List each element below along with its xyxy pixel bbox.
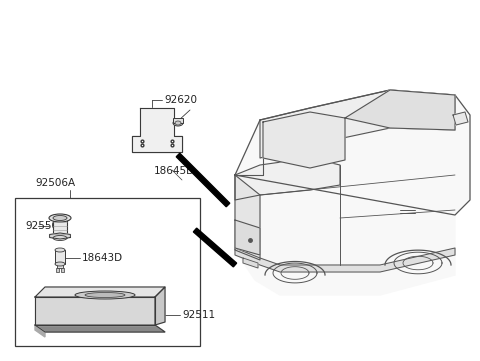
Polygon shape [35,325,165,332]
Polygon shape [263,112,345,168]
Polygon shape [260,90,455,158]
Polygon shape [176,153,230,207]
Bar [15,198,200,346]
Text: 92550: 92550 [25,221,58,231]
Polygon shape [243,258,258,268]
Polygon shape [235,175,260,260]
Polygon shape [453,112,468,125]
Polygon shape [132,108,182,152]
Bar [53,218,67,238]
Ellipse shape [53,216,67,221]
Ellipse shape [173,120,183,126]
Polygon shape [35,297,155,325]
Ellipse shape [75,291,135,299]
Polygon shape [155,287,165,325]
Polygon shape [49,233,71,239]
Bar [61,268,64,272]
Ellipse shape [53,235,67,240]
Bar [55,250,65,264]
Ellipse shape [49,214,71,222]
Bar [57,264,63,268]
Text: 92506A: 92506A [35,178,75,188]
Ellipse shape [175,121,181,125]
Bar [173,118,183,123]
Text: 92620: 92620 [164,95,197,105]
Polygon shape [235,158,340,200]
Polygon shape [35,325,45,337]
Text: 92511: 92511 [182,310,215,320]
Text: 18645B: 18645B [154,166,194,176]
Bar [132,136,182,152]
Polygon shape [235,220,260,255]
Polygon shape [193,228,237,267]
Text: 18643D: 18643D [82,253,123,263]
Ellipse shape [55,248,65,252]
Polygon shape [235,248,455,272]
Bar [56,268,59,272]
Polygon shape [35,287,165,297]
Polygon shape [345,90,455,130]
Ellipse shape [55,262,65,266]
Polygon shape [235,90,470,295]
Ellipse shape [85,292,125,297]
